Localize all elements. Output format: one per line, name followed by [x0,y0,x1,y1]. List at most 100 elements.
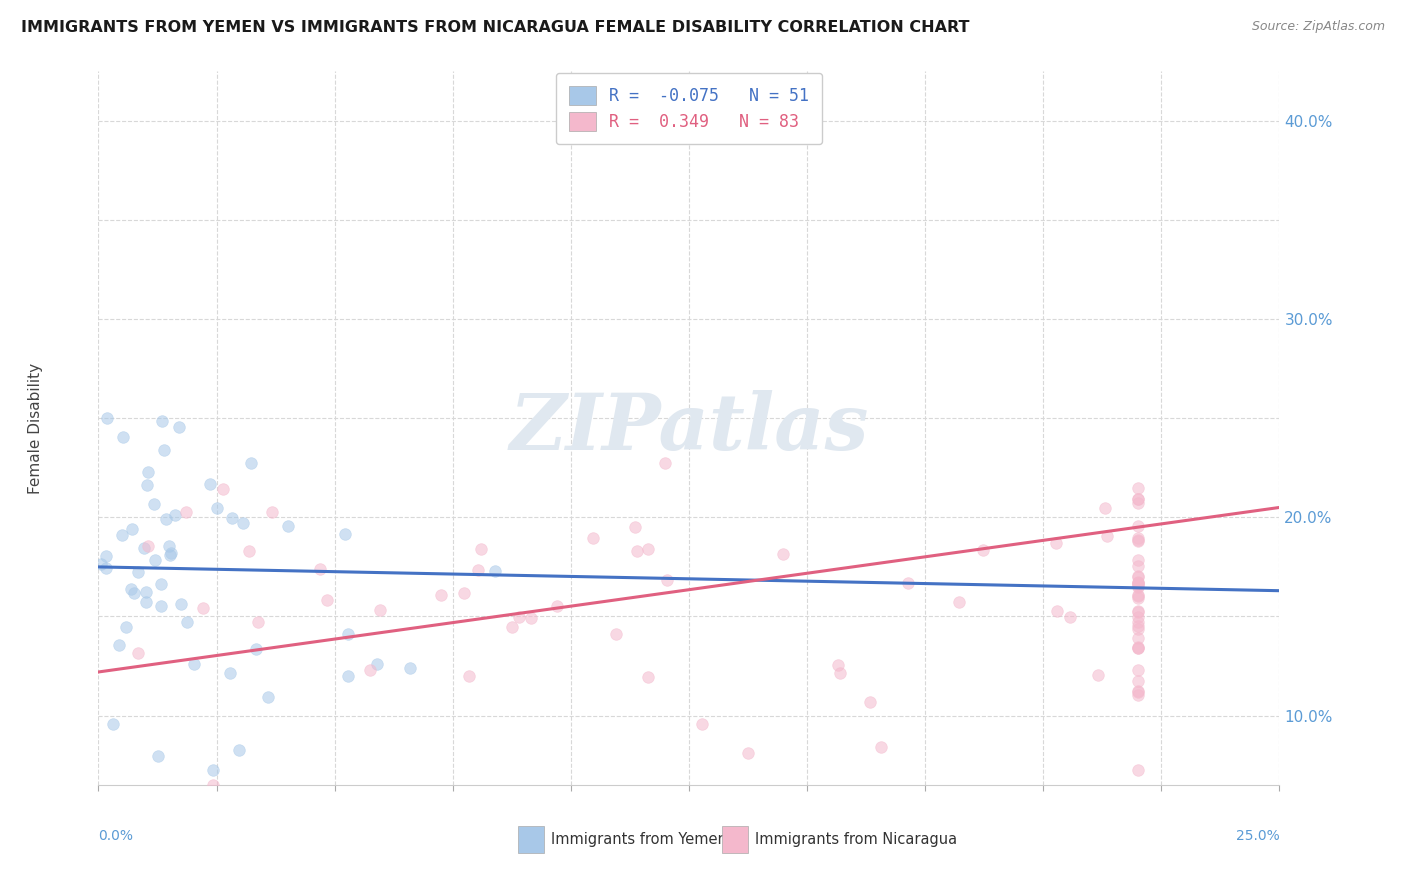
Point [1126,574,1149,589]
Point [183,657,205,672]
Point [359,663,381,677]
Point [366,657,388,671]
Point [1126,519,1149,533]
Text: IMMIGRANTS FROM YEMEN VS IMMIGRANTS FROM NICARAGUA FEMALE DISABILITY CORRELATION: IMMIGRANTS FROM YEMEN VS IMMIGRANTS FROM… [21,20,970,35]
Text: Immigrants from Yemen: Immigrants from Yemen [551,831,727,847]
Point [159,546,181,560]
Point [221,511,243,525]
Point [458,668,481,682]
Text: 0.0%: 0.0% [98,830,134,844]
Point [333,527,356,541]
Point [205,500,228,515]
Point [637,670,659,684]
Point [149,577,172,591]
Point [827,658,849,673]
Point [972,543,994,558]
Point [157,539,180,553]
Point [94,561,117,575]
Point [108,638,131,652]
Text: Source: ZipAtlas.com: Source: ZipAtlas.com [1251,20,1385,33]
Point [176,615,198,629]
Point [467,563,489,577]
Point [1126,589,1149,603]
Point [501,620,523,634]
Point [121,522,143,536]
Point [1126,605,1149,619]
Point [1126,576,1149,591]
Point [96,410,118,425]
Text: Immigrants from Nicaragua: Immigrants from Nicaragua [755,831,957,847]
Point [127,565,149,579]
Point [114,620,136,634]
FancyBboxPatch shape [517,826,544,853]
Point [1126,568,1149,582]
Point [737,746,759,760]
Point [337,627,360,641]
Point [1126,481,1149,495]
Point [1087,668,1109,682]
Point [201,778,224,792]
Point [690,717,713,731]
Point [122,585,145,599]
Point [170,598,193,612]
Point [256,690,278,704]
Point [111,528,134,542]
Point [1126,763,1149,777]
Point [246,615,269,630]
Point [1097,529,1119,543]
Point [1126,610,1149,624]
Point [174,505,197,519]
Point [159,548,181,562]
Point [1126,576,1149,591]
Point [1126,531,1149,545]
Point [1126,688,1149,702]
Point [155,512,177,526]
Point [1126,533,1149,548]
Point [96,549,118,563]
Point [453,586,475,600]
Point [1126,569,1149,583]
Point [1126,591,1149,605]
Point [198,477,221,491]
Point [519,611,541,625]
Point [202,764,225,778]
Point [277,518,299,533]
Point [1126,619,1149,633]
Point [1046,604,1069,618]
Point [1045,536,1067,550]
Point [1126,579,1149,593]
Point [546,599,568,614]
Point [368,603,391,617]
Point [211,482,233,496]
Point [484,564,506,578]
Point [167,420,190,434]
Point [103,717,125,731]
Point [135,478,157,492]
Point [1126,575,1149,590]
Point [165,508,187,522]
Point [470,541,492,556]
Point [120,582,142,596]
Point [1126,491,1149,506]
Point [1126,604,1149,618]
Point [1126,684,1149,698]
Point [624,520,647,534]
Point [605,627,627,641]
Point [232,516,254,530]
Point [1126,640,1149,655]
Point [1126,534,1149,549]
Point [1126,491,1149,506]
Point [239,456,262,470]
Point [1126,615,1149,629]
Y-axis label: Female Disability: Female Disability [28,362,42,494]
Point [308,562,330,576]
Point [828,665,851,680]
Point [654,456,676,470]
Point [1126,684,1149,698]
Point [135,595,157,609]
Point [148,748,170,763]
Text: 25.0%: 25.0% [1236,830,1279,844]
Point [136,465,159,479]
Point [138,539,160,553]
Point [132,541,155,556]
